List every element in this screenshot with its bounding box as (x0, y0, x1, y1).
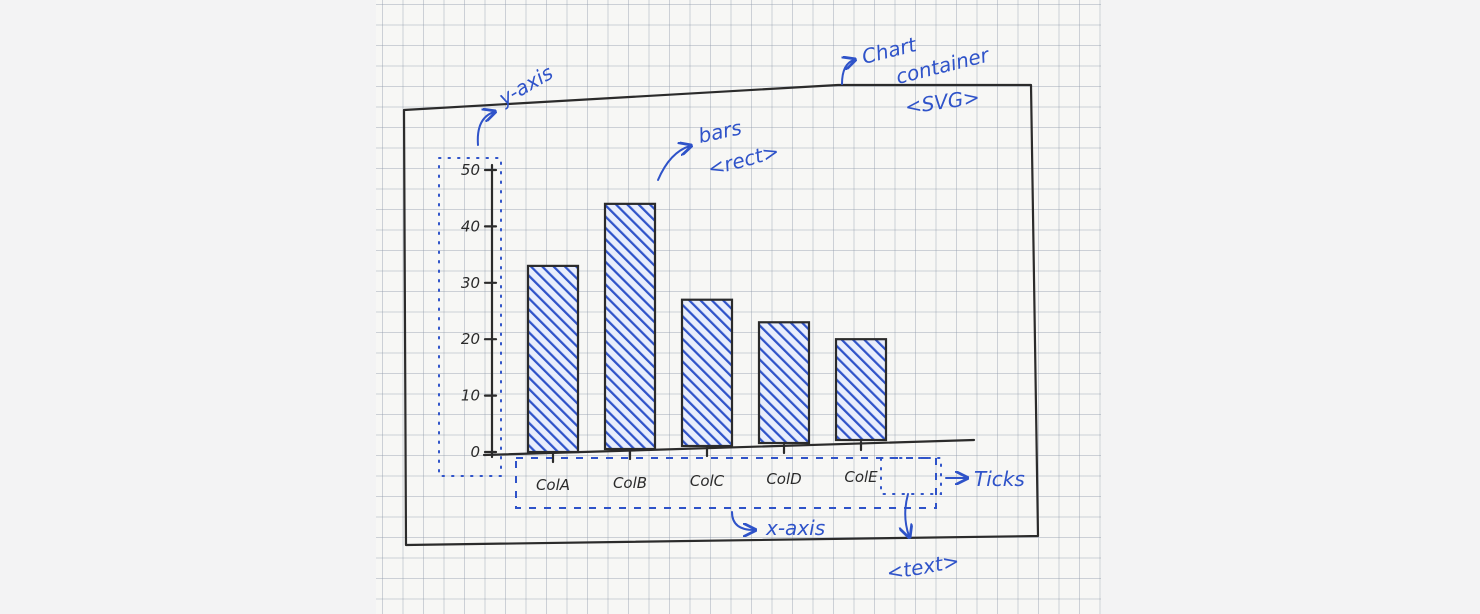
bars-annotation-line1: bars (696, 115, 744, 148)
y-axis-arrow (476, 112, 494, 146)
bar-cola (526, 264, 580, 454)
x-tick-label: ColD (766, 470, 801, 488)
chart-container-frame (402, 83, 1040, 547)
bars-annotation-line2: <rect> (705, 139, 782, 181)
bar-colc (680, 298, 734, 448)
y-axis-highlight-box (438, 157, 502, 477)
notebook-photo: 0 10 20 30 40 50 ColA ColB ColC ColD ColE y-axis … (376, 0, 1101, 614)
x-axis-ticks: ColA ColB ColC ColD ColE (536, 440, 878, 494)
bar-colb (603, 202, 657, 451)
y-tick-label: 20 (461, 330, 480, 348)
y-tick-label: 30 (461, 274, 480, 292)
y-tick-label: 0 (470, 443, 480, 461)
x-axis-annotation: x-axis (765, 516, 825, 540)
x-tick-label: ColE (844, 468, 878, 486)
y-tick-label: 40 (461, 217, 480, 235)
y-tick-label: 10 (461, 387, 480, 405)
bar-cold (757, 321, 811, 445)
text-arrow (905, 493, 909, 536)
bars-group (526, 202, 888, 454)
text-annotation: <text> (885, 549, 961, 585)
x-axis-arrow (731, 511, 754, 530)
x-axis-highlight-box (515, 457, 937, 509)
bars-arrow (657, 146, 690, 181)
bar-cole (834, 338, 888, 442)
ticks-annotation: Ticks (974, 467, 1025, 491)
ticks-highlight-box (880, 457, 942, 495)
y-tick-label: 50 (461, 161, 480, 179)
x-tick-label: ColC (690, 472, 725, 490)
chart-container-arrow (841, 60, 854, 85)
x-tick-label: ColB (613, 474, 647, 492)
x-tick-label: ColA (536, 476, 570, 494)
y-axis-ticks: 0 10 20 30 40 50 (461, 161, 498, 461)
chart-container-annotation-line3: <SVG> (903, 85, 981, 119)
